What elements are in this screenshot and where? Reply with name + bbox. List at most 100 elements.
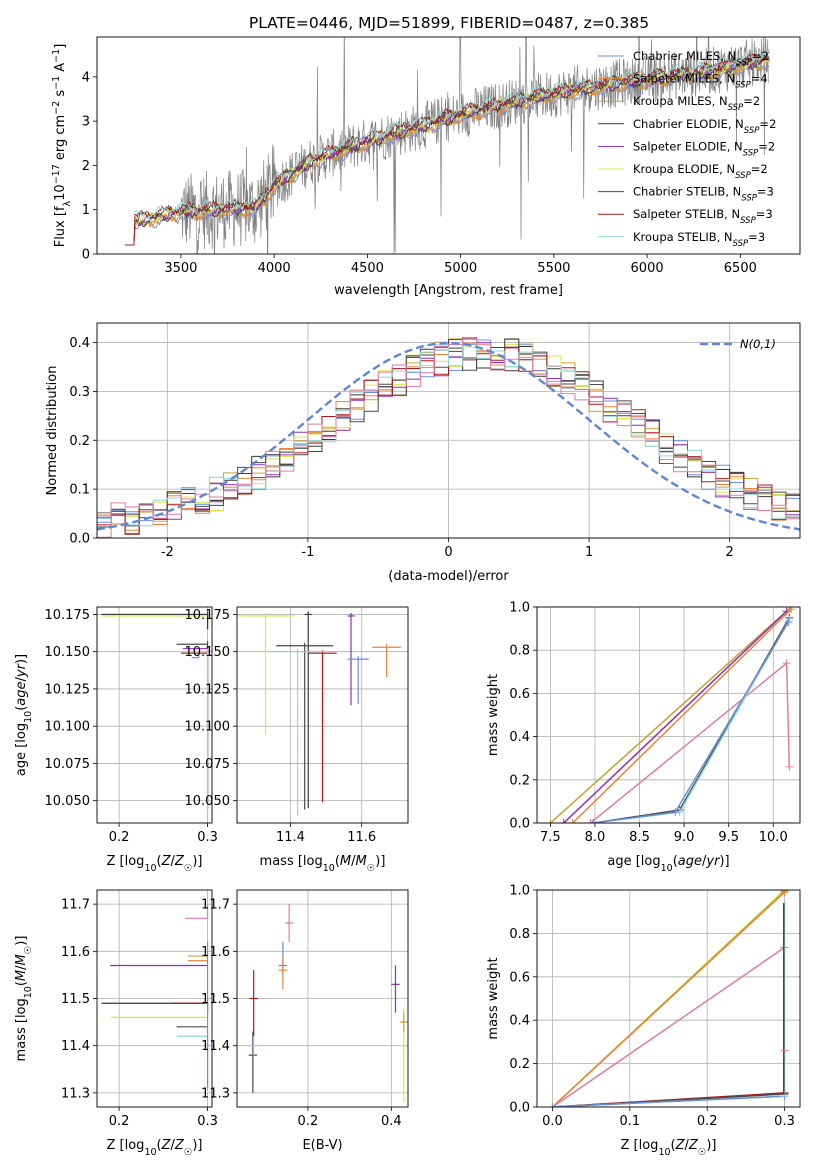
x-tick-label: 6500 — [724, 261, 757, 276]
x-tick-label: 0.3 — [197, 1114, 218, 1129]
x-axis-label: Z [log10(Z/Z☉)] — [621, 1138, 717, 1158]
y-axis-label: age [log10(age/yr)] — [14, 654, 34, 776]
y-tick-label: 1.0 — [509, 601, 530, 616]
spectrum-plot-area — [125, 37, 771, 254]
x-tick-label: 9.5 — [718, 830, 739, 845]
x-tick-label: 4000 — [258, 261, 291, 276]
x-tick-label: 3500 — [164, 261, 197, 276]
y-tick-label: 10.175 — [45, 608, 91, 623]
mass_vs_Z-frame — [96, 889, 213, 1108]
y-tick-label: 0.1 — [69, 483, 90, 498]
x-tick-label: 0.0 — [542, 1114, 563, 1129]
y-tick-label: 0.6 — [509, 970, 530, 985]
y-tick-label: 0.0 — [509, 1101, 530, 1116]
normal-distribution-curve — [97, 341, 800, 531]
x-tick-label: 0 — [444, 545, 452, 560]
y-tick-label: 10.075 — [185, 757, 231, 772]
x-tick-label: 11.4 — [276, 830, 305, 845]
mass_vs_EBV-axes: 0.2 0.4 11.3 11.4 11.5 11.6 11.7 E(B-V) — [201, 890, 408, 1153]
y-axis-label: Flux [fλ10−17 erg cm−2 s−1 A−1] — [51, 44, 73, 248]
y-tick-label: 11.6 — [61, 945, 90, 960]
y-tick-label: 0.0 — [509, 817, 530, 832]
x-tick-label: 2 — [726, 545, 734, 560]
y-tick-label: 0.4 — [69, 336, 90, 351]
legend-entry: Kroupa MILES, NSSP=2 — [633, 94, 760, 113]
x-tick-label: 8.5 — [629, 830, 650, 845]
x-tick-label: 10.0 — [759, 830, 788, 845]
x-axis-label: Z [log10(Z/Z☉)] — [107, 854, 203, 874]
x-axis-label: mass [log10(M/M☉)] — [260, 854, 386, 874]
model-line-kroupa-stelib — [133, 48, 770, 220]
x-axis-label: (data-model)/error — [388, 569, 509, 584]
residuals-plot-area — [97, 337, 800, 538]
y-tick-label: 10.075 — [45, 757, 91, 772]
x-tick-label: 7.5 — [540, 830, 561, 845]
y-tick-label: 0 — [82, 248, 90, 263]
legend-entry: N(0,1) — [740, 337, 776, 351]
y-tick-label: 11.4 — [201, 1039, 230, 1054]
y-tick-label: 11.3 — [61, 1086, 90, 1101]
residuals-frame — [96, 322, 801, 539]
y-tick-label: 11.5 — [201, 992, 230, 1007]
legend-entry: Salpeter ELODIE, NSSP=2 — [633, 139, 775, 158]
x-axis-label: Z [log10(Z/Z☉)] — [107, 1138, 203, 1158]
series-line-pink — [552, 946, 785, 1107]
series-line-chabrier-miles — [552, 1095, 785, 1107]
legend-entry: Salpeter STELIB, NSSP=3 — [633, 207, 773, 226]
histogram-chabrier-miles — [97, 339, 800, 523]
x-axis-label: age [log10(age/yr)] — [607, 854, 729, 874]
legend-entry: Kroupa ELODIE, NSSP=2 — [633, 162, 768, 181]
y-tick-label: 11.7 — [201, 898, 230, 913]
x-tick-label: 0.2 — [697, 1114, 718, 1129]
x-tick-label: 4500 — [351, 261, 384, 276]
y-tick-label: 3 — [82, 115, 90, 130]
age_vs_Z-plot-area — [101, 611, 209, 816]
spectrum-frame — [96, 36, 801, 255]
y-tick-label: 0.3 — [69, 385, 90, 400]
x-tick-label: 1 — [585, 545, 593, 560]
y-tick-label: 0.8 — [509, 927, 530, 942]
x-tick-label: 0.1 — [619, 1114, 640, 1129]
y-tick-label: 10.125 — [185, 682, 231, 697]
histogram-pink — [97, 338, 800, 538]
x-tick-label: 0.3 — [197, 830, 218, 845]
x-tick-label: 5000 — [444, 261, 477, 276]
x-tick-label: 8.0 — [585, 830, 606, 845]
legend-entry: Chabrier MILES, NSSP=2 — [633, 49, 769, 68]
series-line-kroupa-miles — [549, 607, 792, 823]
residuals-axes: -2 -1 0 1 2 0.0 0.1 0.2 0.3 0.4 (data-model)/error… — [45, 323, 800, 584]
y-tick-label: 10.100 — [45, 720, 91, 735]
histogram-kroupa-stelib — [97, 339, 800, 527]
model-line-salpeter-elodie — [125, 54, 770, 246]
y-axis-label: Normed distribution — [45, 366, 60, 496]
age_vs_mass-plot-area — [237, 611, 401, 816]
x-tick-label: 9.0 — [674, 830, 695, 845]
y-tick-label: 11.5 — [61, 992, 90, 1007]
y-tick-label: 0.2 — [509, 1057, 530, 1072]
y-tick-label: 10.175 — [185, 608, 231, 623]
y-tick-label: 0.6 — [509, 687, 530, 702]
x-tick-label: 0.3 — [774, 1114, 795, 1129]
histogram-salpeter-stelib — [97, 347, 800, 535]
massweight_vs_Z-frame — [536, 889, 801, 1108]
histogram-chabrier-stelib — [97, 338, 800, 528]
y-tick-label: 10.050 — [45, 794, 91, 809]
series-line-pink — [590, 661, 791, 823]
y-tick-label: 10.125 — [45, 682, 91, 697]
x-tick-label: 0.2 — [109, 1114, 130, 1129]
y-axis-label: mass weight — [486, 674, 501, 756]
x-tick-label: 0.2 — [109, 830, 130, 845]
x-tick-label: 0.4 — [381, 1114, 402, 1129]
y-tick-label: 11.7 — [61, 898, 90, 913]
x-tick-label: 5500 — [537, 261, 570, 276]
histogram-kroupa-elodie — [97, 343, 800, 524]
y-tick-label: 0.2 — [509, 773, 530, 788]
series-line-salpeter-elodie — [563, 610, 788, 823]
model-line-salpeter-stelib — [125, 51, 770, 246]
histogram-chabrier-elodie — [97, 346, 800, 515]
series-line-salpeter-miles — [572, 608, 792, 823]
mass_vs_Z-plot-area — [101, 904, 209, 1093]
y-tick-label: 11.4 — [61, 1039, 90, 1054]
y-tick-label: 10.050 — [185, 794, 231, 809]
y-tick-label: 0.4 — [509, 1014, 530, 1029]
